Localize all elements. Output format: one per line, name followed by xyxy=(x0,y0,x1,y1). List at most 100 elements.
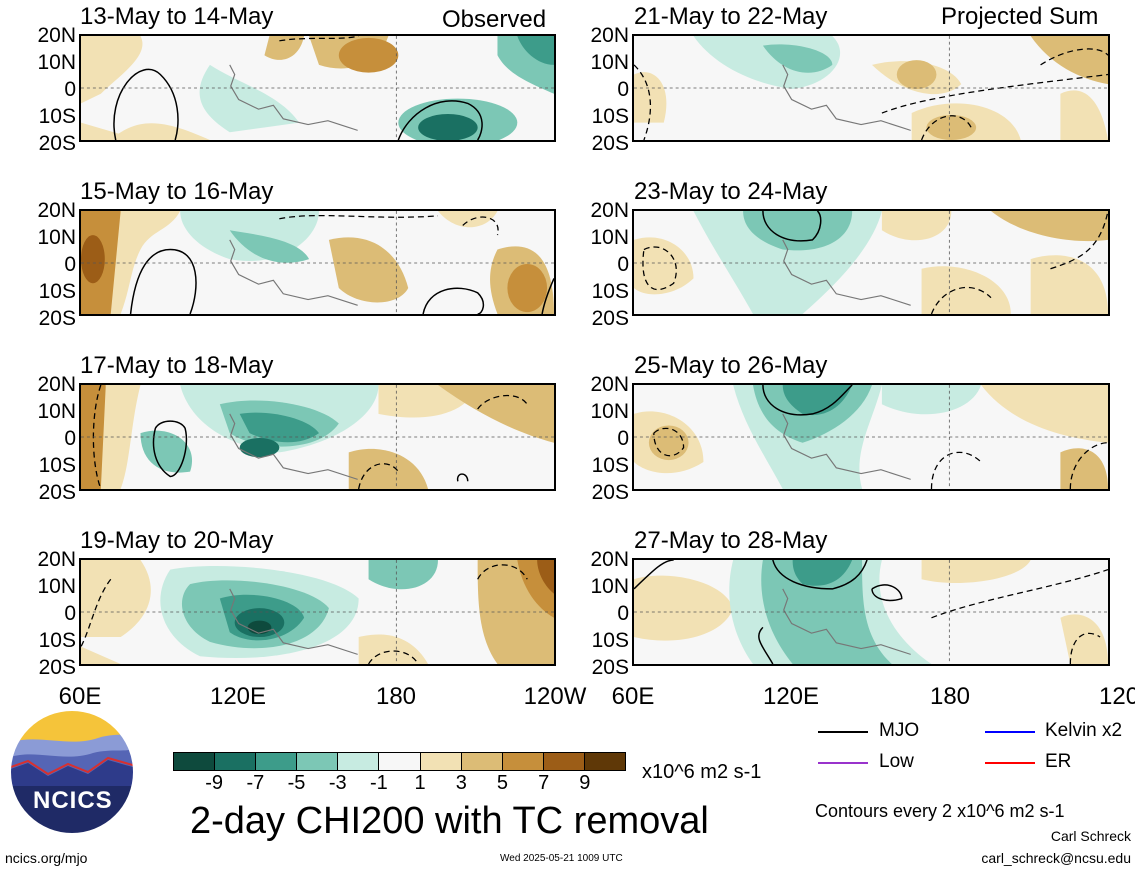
colorbar-swatch xyxy=(502,753,544,770)
lat-label-right-row1-3: 10S xyxy=(591,105,629,128)
colorbar-swatch xyxy=(256,753,298,770)
map-panel-right-4 xyxy=(632,558,1110,666)
colorbar-tick-label: -9 xyxy=(205,772,224,794)
footer-timestamp: Wed 2025-05-21 1009 UTC xyxy=(500,853,623,864)
lat-label-right-row1-0: 20N xyxy=(590,24,629,47)
legend-label-er: ER xyxy=(1045,751,1072,772)
colorbar-tick-label: 5 xyxy=(496,772,509,794)
colorbar-swatch xyxy=(338,753,380,770)
lat-label-left-row1-0: 20N xyxy=(37,24,76,47)
lat-label-right-row1-1: 10N xyxy=(590,51,629,74)
lat-label-right-row1-4: 20S xyxy=(591,132,629,155)
map-panel-right-3 xyxy=(632,383,1110,491)
lat-label-right-row4-2: 0 xyxy=(617,602,629,625)
panel-title-right-3: 25-May to 26-May xyxy=(634,352,828,379)
lat-label-right-row4-1: 10N xyxy=(590,575,629,598)
lat-label-left-row2-4: 20S xyxy=(38,307,76,330)
projected-sum-label: Projected Sum xyxy=(941,3,1099,30)
lat-label-right-row2-2: 0 xyxy=(617,253,629,276)
lat-label-left-row4-4: 20S xyxy=(38,656,76,679)
colorbar-tick-label: -3 xyxy=(328,772,347,794)
panel-title-left-1: 13-May to 14-May xyxy=(80,3,274,30)
panel-title-right-1: 21-May to 22-May xyxy=(634,3,828,30)
colorbar-swatch xyxy=(420,753,462,770)
lon-label-left-120w: 120W xyxy=(523,683,587,710)
map-panel-left-2 xyxy=(79,209,556,316)
panel-title-left-3: 17-May to 18-May xyxy=(80,352,274,379)
ncics-logo-text: NCICS xyxy=(33,787,113,814)
lat-label-right-row1-2: 0 xyxy=(617,78,629,101)
colorbar-tick-label: 1 xyxy=(414,772,426,794)
lat-label-right-row3-3: 10S xyxy=(591,454,629,477)
figure-title: 2-day CHI200 with TC removal xyxy=(190,800,709,842)
lat-label-left-row3-3: 10S xyxy=(38,454,76,477)
colorbar-tick-label: 7 xyxy=(538,772,550,794)
lat-label-left-row4-3: 10S xyxy=(38,629,76,652)
lat-label-left-row2-3: 10S xyxy=(38,280,76,303)
footer-url[interactable]: ncics.org/mjo xyxy=(5,850,88,866)
lat-label-left-row2-2: 0 xyxy=(64,253,76,276)
lat-label-right-row2-4: 20S xyxy=(591,307,629,330)
lat-label-left-row1-2: 0 xyxy=(64,78,76,101)
lat-label-left-row2-0: 20N xyxy=(37,199,76,222)
colorbar xyxy=(173,752,626,771)
lon-label-left-180: 180 xyxy=(375,683,417,710)
lat-label-left-row4-2: 0 xyxy=(64,602,76,625)
lat-label-left-row1-1: 10N xyxy=(37,51,76,74)
colorbar-swatch xyxy=(584,753,626,770)
footer-author: Carl Schreck xyxy=(1050,828,1131,844)
legend-line-er xyxy=(985,762,1035,764)
lat-label-right-row4-4: 20S xyxy=(591,656,629,679)
lat-label-right-row2-0: 20N xyxy=(590,199,629,222)
lat-label-left-row3-1: 10N xyxy=(37,400,76,423)
lon-label-right-120w: 120W xyxy=(1099,683,1135,710)
map-panel-left-4 xyxy=(79,558,556,666)
lon-label-left-60e: 60E xyxy=(58,683,102,710)
panel-title-right-2: 23-May to 24-May xyxy=(634,178,828,205)
lon-label-right-120e: 120E xyxy=(762,683,820,710)
legend-line-kelvin xyxy=(985,731,1035,733)
lon-label-left-120e: 120E xyxy=(209,683,267,710)
lat-label-left-row3-0: 20N xyxy=(37,373,76,396)
lat-label-left-row1-4: 20S xyxy=(38,132,76,155)
colorbar-tick-label: -7 xyxy=(246,772,265,794)
lat-label-right-row2-1: 10N xyxy=(590,226,629,249)
map-panel-right-2 xyxy=(632,209,1110,316)
observed-label: Observed xyxy=(442,6,547,33)
footer-email[interactable]: carl_schreck@ncsu.edu xyxy=(981,850,1131,866)
lat-label-left-row4-1: 10N xyxy=(37,575,76,598)
lat-label-right-row2-3: 10S xyxy=(591,280,629,303)
lon-label-right-60e: 60E xyxy=(611,683,655,710)
colorbar-swatch xyxy=(461,753,503,770)
panel-title-left-4: 19-May to 20-May xyxy=(80,527,274,554)
panel-title-right-4: 27-May to 28-May xyxy=(634,527,828,554)
map-panel-right-1 xyxy=(632,34,1110,142)
colorbar-tick-label: 3 xyxy=(455,772,467,794)
lat-label-right-row3-2: 0 xyxy=(617,427,629,450)
legend-label-low: Low xyxy=(879,751,914,772)
colorbar-swatch xyxy=(379,753,421,770)
legend-label-mjo: MJO xyxy=(879,720,920,741)
lat-label-left-row4-0: 20N xyxy=(37,548,76,571)
lat-label-left-row1-3: 10S xyxy=(38,105,76,128)
lat-label-left-row2-1: 10N xyxy=(37,226,76,249)
panel-title-left-2: 15-May to 16-May xyxy=(80,178,274,205)
lat-label-right-row4-0: 20N xyxy=(590,548,629,571)
colorbar-tick-label: 9 xyxy=(579,772,591,794)
colorbar-tick-label: -1 xyxy=(370,772,388,794)
colorbar-swatch xyxy=(297,753,339,770)
lat-label-right-row4-3: 10S xyxy=(591,629,629,652)
legend-line-mjo xyxy=(818,731,868,733)
legend-line-low xyxy=(818,762,868,764)
map-panel-left-1 xyxy=(79,34,556,142)
lat-label-left-row3-4: 20S xyxy=(38,481,76,504)
lon-label-right-180: 180 xyxy=(929,683,971,710)
ncics-logo xyxy=(9,709,135,835)
contours-note: Contours every 2 x10^6 m2 s-1 xyxy=(815,801,1065,821)
colorbar-swatch xyxy=(174,753,216,770)
colorbar-units: x10^6 m2 s-1 xyxy=(642,761,762,783)
lat-label-left-row3-2: 0 xyxy=(64,427,76,450)
colorbar-swatch xyxy=(215,753,257,770)
lat-label-right-row3-4: 20S xyxy=(591,481,629,504)
legend-label-kelvin: Kelvin x2 xyxy=(1045,720,1123,741)
